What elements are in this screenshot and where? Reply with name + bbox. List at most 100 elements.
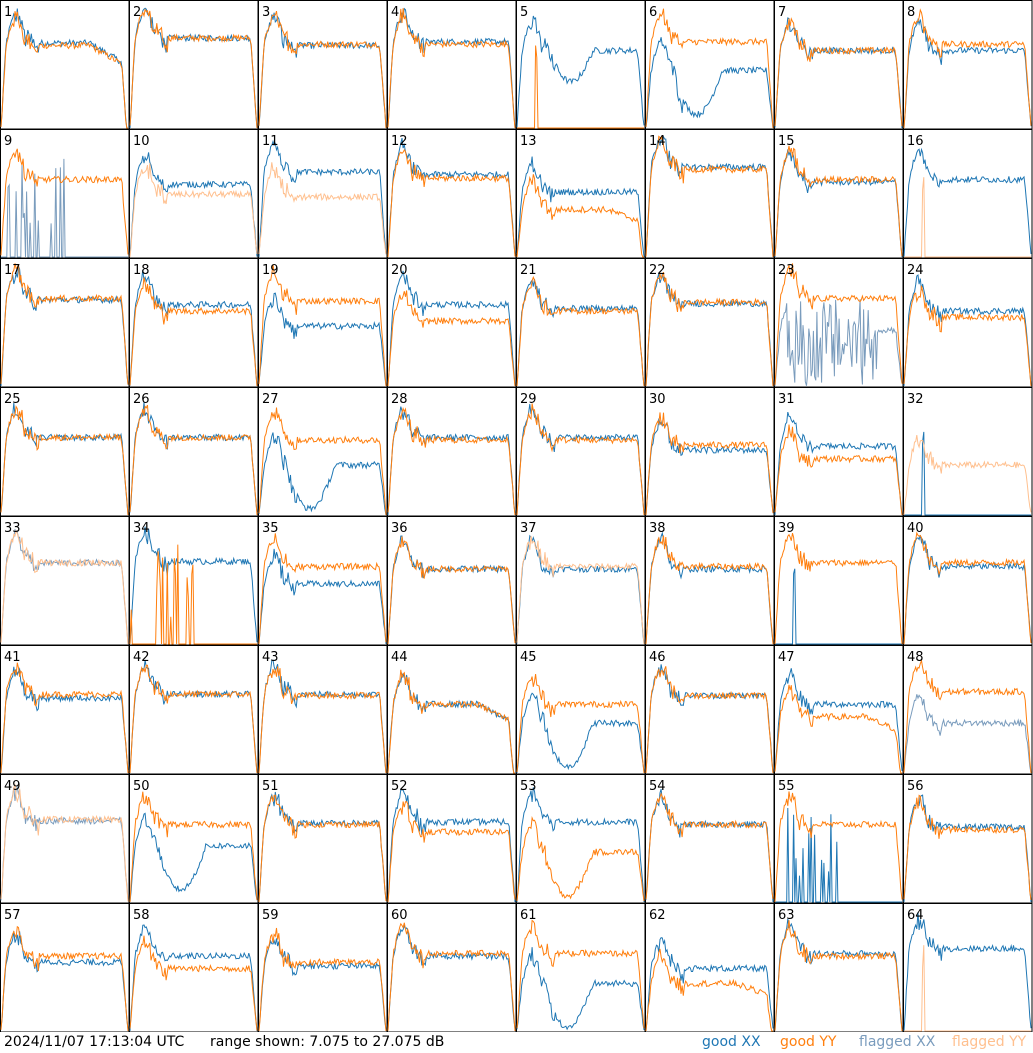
panel-frame	[258, 129, 388, 259]
series-yy-line	[774, 791, 903, 903]
panel-frame	[903, 0, 1033, 130]
panel-2: 2	[129, 0, 259, 130]
panel-28: 28	[387, 387, 517, 517]
series-yy-line	[387, 922, 516, 1032]
panel-label: 11	[262, 134, 279, 149]
legend-flagged-xx-pol: XX	[916, 1034, 936, 1050]
series-xx-line	[774, 668, 903, 772]
panel-36: 36	[387, 516, 517, 646]
series-yy-line	[645, 948, 773, 1032]
series-xx-line	[258, 139, 387, 257]
series-xx-line	[903, 147, 1032, 258]
range-label: range shown: 7.075 to 27.075 dB	[210, 1034, 445, 1050]
series-yy-line	[904, 177, 1031, 258]
series-xx-line	[258, 791, 387, 901]
series-xx-line	[903, 694, 1032, 774]
legend-good-yy-word: good	[780, 1034, 815, 1050]
panel-frame	[645, 516, 775, 646]
series-yy-line	[129, 791, 258, 903]
series-xx-line	[645, 37, 774, 129]
panel-frame	[774, 129, 904, 259]
series-yy-line	[387, 801, 516, 903]
panel-label: 58	[133, 908, 150, 923]
series-yy-line	[129, 544, 257, 645]
series-yy-line	[645, 535, 774, 645]
panel-label: 3	[262, 5, 270, 20]
legend-flagged-yy-pol: YY	[1009, 1034, 1027, 1050]
series-yy-line	[774, 17, 903, 127]
legend-flagged-yy-word: flagged	[952, 1034, 1005, 1050]
series-yy-line	[903, 285, 1032, 387]
panel-30: 30	[645, 387, 775, 517]
panel-frame	[387, 645, 517, 775]
series-xx-line	[645, 788, 774, 903]
panel-frame	[387, 516, 517, 646]
panel-frame	[0, 387, 130, 517]
series-yy-line	[258, 794, 387, 903]
series-yy-line	[645, 412, 774, 516]
series-yy-line	[129, 8, 258, 129]
panel-label: 26	[133, 392, 150, 407]
panel-label: 59	[262, 908, 279, 923]
panel-frame	[129, 774, 259, 904]
panel-frame	[0, 903, 130, 1032]
panel-19: 19	[258, 258, 388, 388]
series-xx-line	[774, 299, 903, 386]
panel-label: 17	[4, 263, 21, 278]
series-xx-line	[0, 666, 129, 772]
panel-label: 30	[649, 392, 666, 407]
series-xx-line	[774, 17, 903, 129]
series-yy-line	[774, 424, 903, 516]
series-yy-line	[258, 10, 387, 129]
panel-frame	[645, 0, 775, 130]
series-xx-line	[387, 7, 516, 129]
series-xx-line	[129, 269, 258, 386]
panel-frame	[258, 903, 388, 1032]
series-xx-line	[516, 947, 645, 1031]
panel-18: 18	[129, 258, 259, 388]
panel-17: 17	[0, 258, 130, 388]
series-yy-line	[516, 403, 645, 516]
panel-label: 2	[133, 5, 141, 20]
panel-12: 12	[387, 129, 517, 259]
panel-frame	[516, 258, 646, 388]
panel-frame	[0, 774, 130, 904]
series-yy-line	[258, 407, 387, 516]
panel-37: 37	[516, 516, 646, 646]
panel-63: 63	[774, 903, 904, 1032]
panel-frame	[516, 903, 646, 1032]
series-yy-line	[645, 666, 774, 774]
panel-38: 38	[645, 516, 775, 646]
panel-39: 39	[774, 516, 904, 646]
panel-frame	[387, 903, 517, 1032]
panel-label: 60	[391, 908, 408, 923]
panel-label: 61	[520, 908, 537, 923]
panel-31: 31	[774, 387, 904, 517]
panel-52: 52	[387, 774, 517, 904]
panel-frame	[774, 0, 904, 130]
timestamp-label: 2024/11/07 17:13:04 UTC	[4, 1034, 185, 1050]
panel-24: 24	[903, 258, 1033, 388]
panel-label: 34	[133, 521, 150, 536]
panel-15: 15	[774, 129, 904, 259]
series-xx-line	[129, 924, 258, 1032]
series-yy-line	[645, 792, 774, 900]
panel-label: 28	[391, 392, 408, 407]
series-yy-line	[0, 263, 129, 385]
series-yy-line	[129, 277, 258, 387]
panel-label: 27	[262, 392, 279, 407]
series-xx-line	[258, 292, 387, 386]
panel-label: 39	[778, 521, 795, 536]
panel-frame	[129, 0, 259, 130]
series-yy-line	[258, 666, 387, 774]
panel-label: 35	[262, 521, 279, 536]
series-xx-line	[1, 158, 128, 258]
legend-good-xx-pol: XX	[741, 1034, 761, 1050]
series-xx-line	[645, 273, 774, 387]
series-xx-line	[129, 152, 258, 257]
panel-frame	[258, 258, 388, 388]
panel-label: 42	[133, 650, 150, 665]
panel-frame	[387, 0, 517, 130]
series-yy-line	[774, 145, 903, 257]
